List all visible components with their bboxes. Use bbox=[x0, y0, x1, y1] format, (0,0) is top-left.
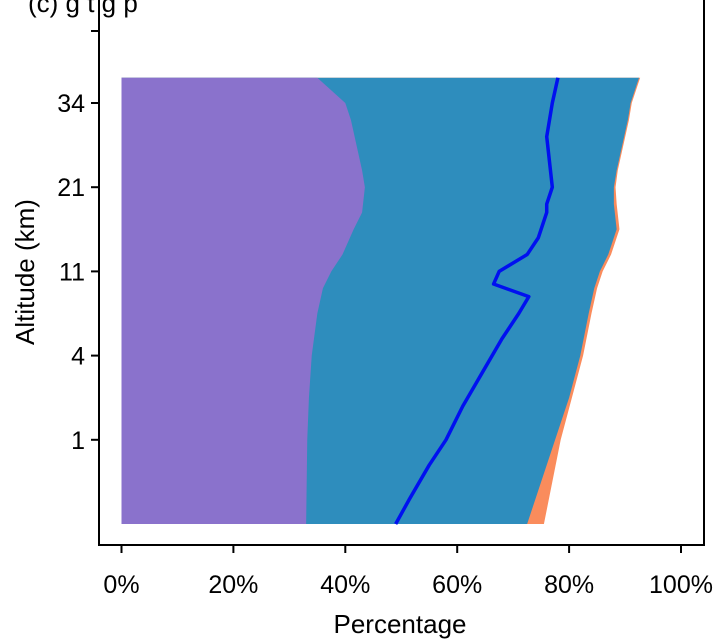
x-tick-label: 60% bbox=[432, 571, 482, 599]
y-tick-label: 21 bbox=[57, 174, 85, 202]
x-tick-label: 80% bbox=[544, 571, 594, 599]
area-layer-1 bbox=[121, 77, 365, 525]
series-line bbox=[394, 77, 560, 525]
y-tick-label: 11 bbox=[59, 258, 85, 286]
y-tick-label: 34 bbox=[57, 90, 85, 118]
x-tick-label: 20% bbox=[208, 571, 258, 599]
x-axis-title: Percentage bbox=[334, 609, 467, 639]
y-axis-title: Altitude (km) bbox=[10, 199, 40, 345]
x-tick-label: 100% bbox=[649, 571, 713, 599]
plot-frame bbox=[98, 0, 705, 546]
y-tick-label: 4 bbox=[71, 343, 85, 371]
x-tick-label: 40% bbox=[320, 571, 370, 599]
x-tick-label: 0% bbox=[103, 571, 139, 599]
chart-title: (c) g t g p bbox=[28, 0, 138, 18]
y-tick-label: 1 bbox=[71, 427, 85, 455]
